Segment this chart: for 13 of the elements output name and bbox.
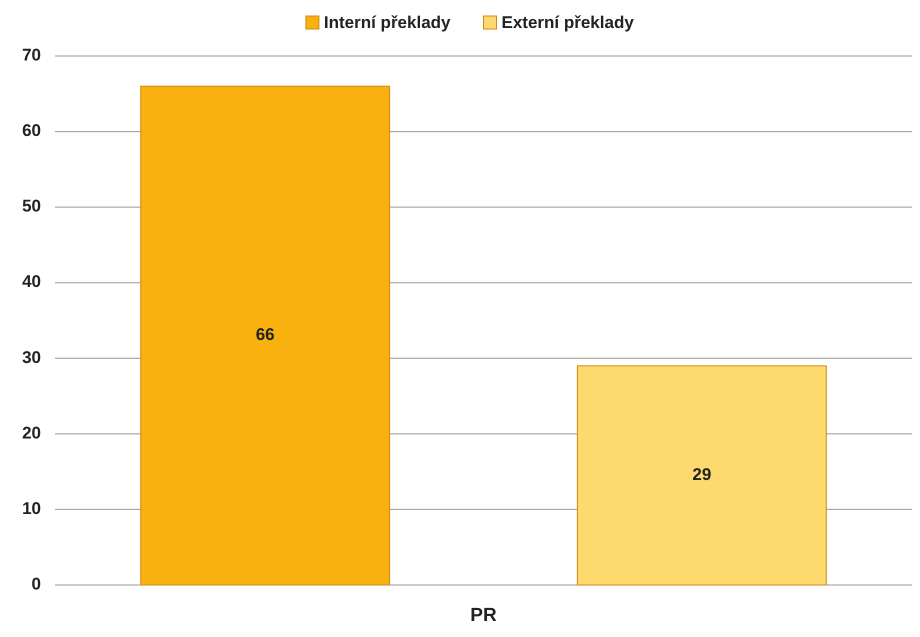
y-tick-label: 70: [22, 45, 41, 64]
y-tick-label: 40: [22, 272, 41, 292]
y-tick-label: 30: [22, 348, 41, 367]
y-tick-label: 50: [22, 196, 41, 216]
legend-label: Externí překlady: [502, 13, 634, 32]
y-tick-label: 0: [32, 574, 41, 594]
y-tick-label: 60: [22, 121, 41, 140]
y-tick-label: 10: [22, 498, 41, 518]
data-label: 66: [256, 325, 275, 344]
x-tick-label: PR: [470, 605, 497, 626]
legend-label: Interní překlady: [324, 13, 452, 32]
y-tick-label: 20: [22, 423, 41, 442]
data-label: 29: [692, 464, 712, 484]
